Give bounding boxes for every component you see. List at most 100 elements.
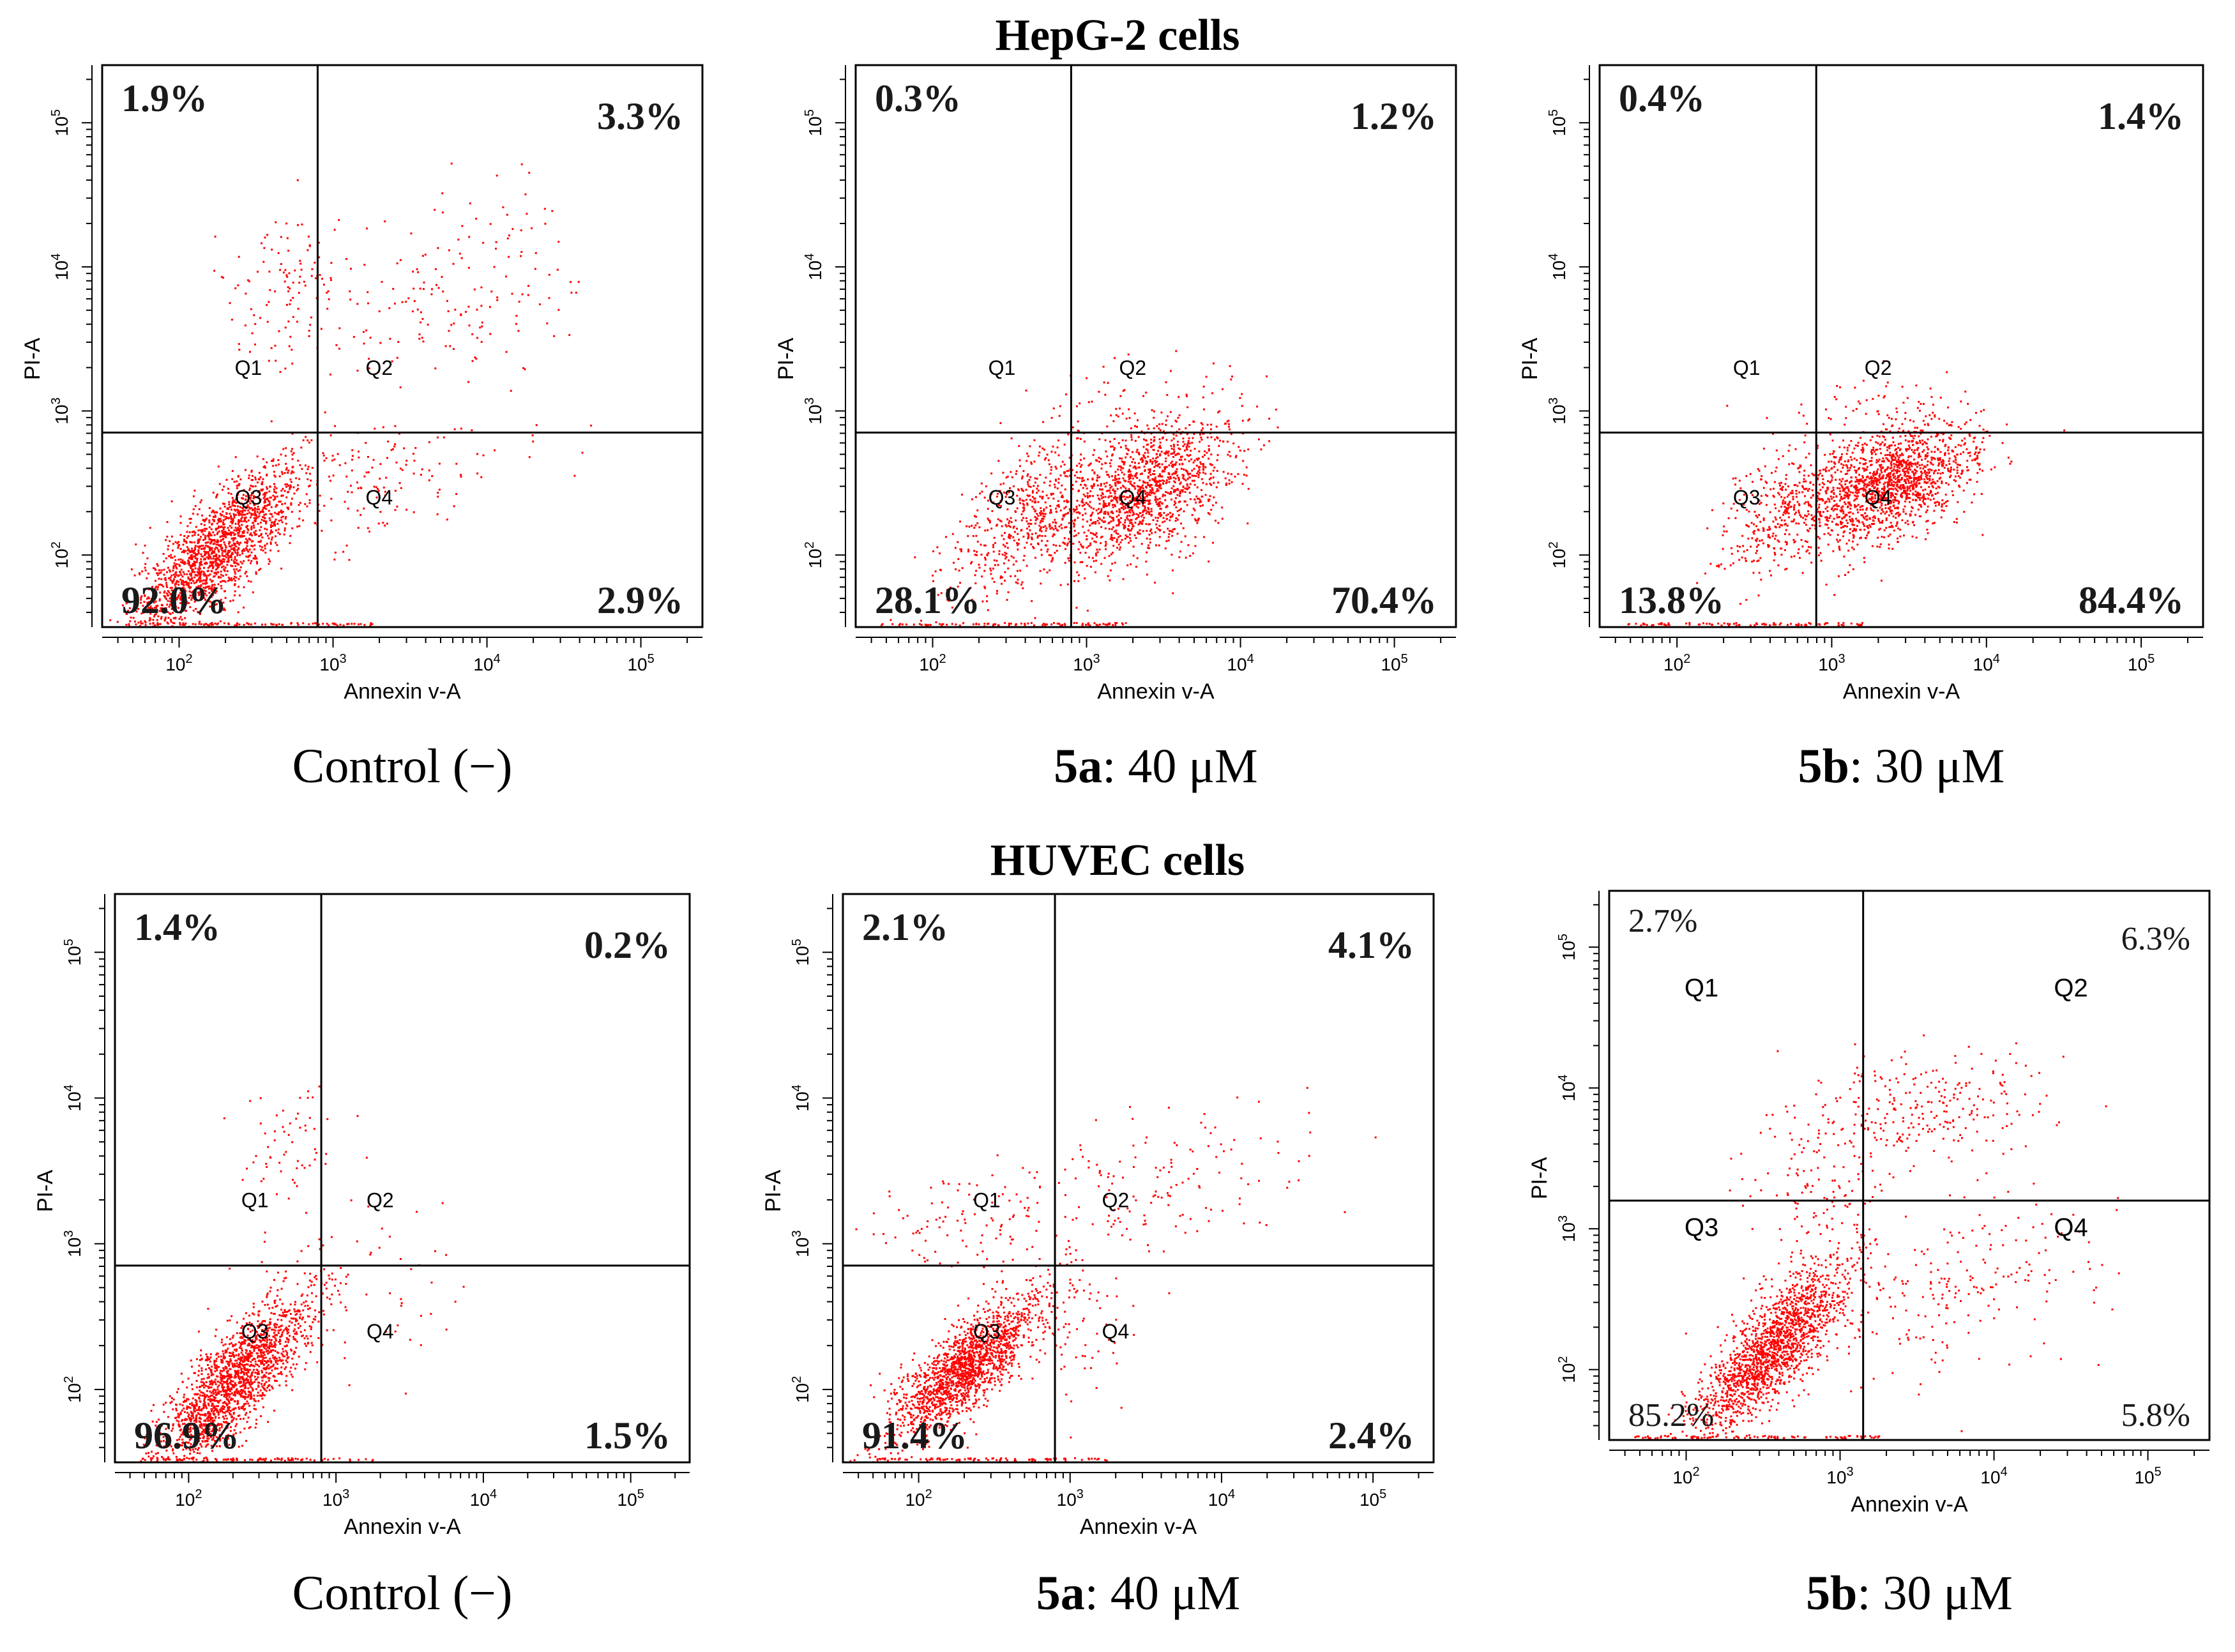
event-dot bbox=[1020, 513, 1023, 515]
event-dot bbox=[1017, 582, 1019, 584]
y-tick-label: 102 bbox=[803, 542, 825, 568]
event-dot bbox=[356, 481, 358, 483]
event-dot bbox=[331, 459, 333, 462]
event-dot bbox=[277, 550, 280, 552]
event-dot bbox=[1147, 451, 1149, 454]
event-dot bbox=[187, 549, 189, 551]
event-dot bbox=[241, 510, 244, 512]
event-dot bbox=[252, 540, 254, 542]
event-dot bbox=[992, 550, 995, 553]
event-dot bbox=[139, 573, 141, 575]
event-dot bbox=[467, 305, 470, 308]
event-dot bbox=[1757, 528, 1759, 531]
event-dot bbox=[151, 597, 154, 600]
event-dot bbox=[1026, 565, 1028, 567]
event-dot bbox=[1003, 562, 1005, 565]
event-dot bbox=[264, 623, 267, 626]
event-dot bbox=[1134, 475, 1137, 478]
event-dot bbox=[230, 531, 232, 534]
event-dot bbox=[1151, 532, 1153, 534]
event-dot bbox=[1215, 501, 1217, 504]
event-dot bbox=[1103, 482, 1105, 485]
event-dot bbox=[1164, 468, 1166, 470]
event-dot bbox=[518, 300, 520, 303]
event-dot bbox=[200, 553, 202, 556]
event-dot bbox=[346, 623, 349, 625]
event-dot bbox=[335, 623, 337, 626]
event-dot bbox=[153, 615, 156, 618]
event-dot bbox=[1191, 480, 1193, 482]
event-dot bbox=[1015, 560, 1017, 563]
event-dot bbox=[1082, 494, 1085, 496]
event-dot bbox=[1117, 524, 1119, 527]
event-dot bbox=[1012, 536, 1015, 538]
event-dot bbox=[1170, 444, 1172, 447]
event-dot bbox=[331, 622, 334, 625]
event-dot bbox=[1113, 490, 1116, 493]
event-dot bbox=[1149, 542, 1151, 544]
event-dot bbox=[1172, 569, 1174, 572]
event-dot bbox=[1054, 466, 1057, 468]
event-dot bbox=[1138, 499, 1140, 501]
event-dot bbox=[151, 586, 154, 588]
event-dot bbox=[1874, 506, 1876, 508]
event-dot bbox=[1899, 448, 1902, 450]
event-dot bbox=[265, 498, 268, 501]
event-dot bbox=[992, 546, 994, 549]
event-dot bbox=[232, 542, 235, 545]
event-dot bbox=[1881, 492, 1884, 495]
event-dot bbox=[1226, 420, 1229, 423]
event-dot bbox=[1162, 479, 1164, 481]
event-dot bbox=[158, 577, 160, 580]
event-dot bbox=[401, 301, 404, 303]
event-dot bbox=[1138, 453, 1140, 455]
event-dot bbox=[246, 542, 248, 545]
event-dot bbox=[1179, 448, 1181, 450]
event-dot bbox=[215, 592, 216, 595]
event-dot bbox=[551, 209, 554, 212]
event-dot bbox=[1106, 455, 1109, 458]
event-dot bbox=[1131, 461, 1133, 464]
event-dot bbox=[179, 598, 182, 601]
event-dot bbox=[1100, 489, 1103, 491]
event-dot bbox=[238, 343, 240, 345]
event-dot bbox=[254, 554, 256, 557]
event-dot bbox=[160, 610, 162, 612]
event-dot bbox=[1898, 449, 1901, 451]
event-dot bbox=[1069, 474, 1072, 477]
event-dot bbox=[1130, 439, 1133, 441]
event-dot bbox=[261, 483, 264, 485]
event-dot bbox=[1093, 560, 1095, 563]
event-dot bbox=[548, 297, 550, 299]
event-dot bbox=[1108, 527, 1110, 530]
event-dot bbox=[1215, 519, 1216, 522]
event-dot bbox=[252, 522, 254, 524]
event-dot bbox=[1160, 480, 1162, 482]
event-dot bbox=[154, 587, 156, 589]
event-dot bbox=[214, 558, 216, 560]
event-dot bbox=[215, 554, 218, 556]
event-dot bbox=[1189, 454, 1192, 457]
event-dot bbox=[1186, 472, 1189, 474]
event-dot bbox=[941, 623, 944, 625]
event-dot bbox=[1119, 496, 1122, 498]
event-dot bbox=[172, 580, 175, 582]
event-dot bbox=[1171, 448, 1173, 450]
event-dot bbox=[1061, 527, 1063, 529]
event-dot bbox=[228, 532, 231, 534]
event-dot bbox=[528, 456, 531, 458]
event-dot bbox=[174, 572, 177, 575]
event-dot bbox=[236, 511, 239, 513]
event-dot bbox=[1079, 512, 1081, 515]
event-dot bbox=[1114, 622, 1117, 625]
event-dot bbox=[1769, 488, 1772, 490]
event-dot bbox=[156, 588, 159, 591]
event-dot bbox=[135, 543, 137, 546]
event-dot bbox=[136, 649, 138, 651]
event-dot bbox=[222, 489, 224, 491]
event-dot bbox=[218, 564, 221, 566]
event-dot bbox=[431, 288, 433, 291]
event-dot bbox=[287, 469, 290, 472]
event-dot bbox=[170, 535, 173, 538]
event-dot bbox=[204, 593, 206, 595]
